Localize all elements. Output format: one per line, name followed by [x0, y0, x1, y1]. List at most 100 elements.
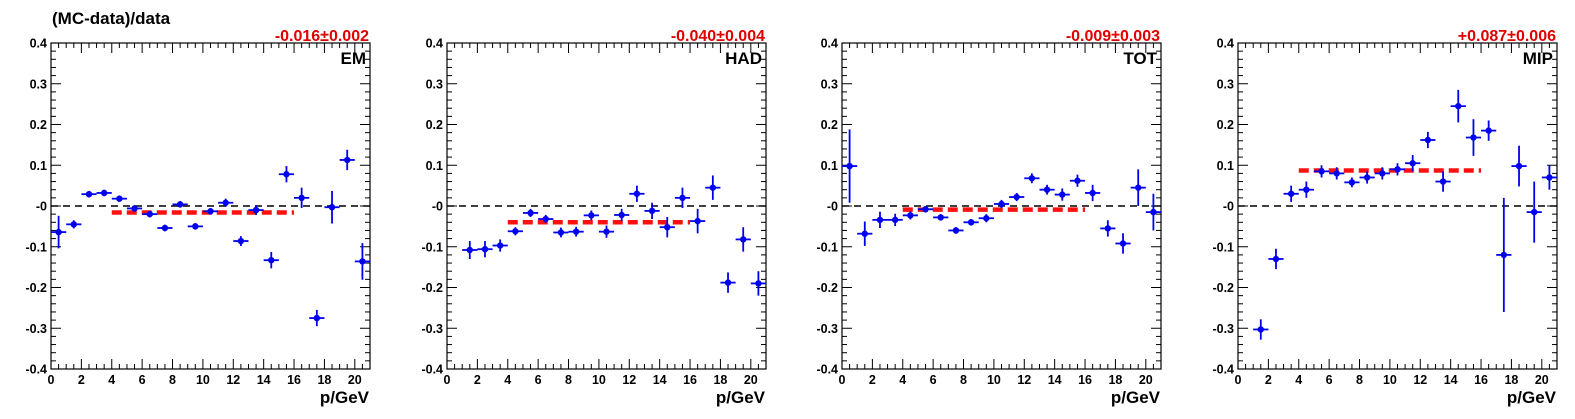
x-tick-label: 10 [196, 373, 210, 387]
marker [679, 194, 686, 202]
x-tick-label: 2 [869, 373, 876, 387]
data-point [50, 215, 67, 249]
x-tick-label: 20 [348, 373, 362, 387]
data-point [674, 187, 691, 209]
marker [237, 237, 245, 245]
marker [1333, 170, 1340, 177]
x-tick-label: 4 [1295, 373, 1302, 387]
x-tick-label: 4 [899, 373, 906, 387]
data-point [1450, 89, 1466, 123]
x-tick-label: 12 [622, 373, 636, 387]
x-tick-label: 14 [257, 373, 271, 387]
data-point [1054, 188, 1070, 201]
marker [1013, 193, 1020, 201]
x-tick-label: 10 [1383, 373, 1397, 387]
x-tick-label: 6 [535, 373, 542, 387]
data-point [354, 243, 371, 280]
marker [1485, 127, 1492, 134]
marker [1318, 168, 1325, 175]
marker [1409, 160, 1416, 167]
y-tick-label: 0.4 [426, 37, 443, 51]
data-point [1481, 120, 1497, 141]
marker [1150, 208, 1157, 216]
marker [1287, 190, 1295, 197]
x-axis-label: p/GeV [320, 388, 370, 407]
marker [983, 215, 990, 222]
marker [1439, 178, 1447, 185]
marker [1074, 177, 1081, 184]
marker [633, 190, 641, 197]
x-tick-label: 16 [1474, 373, 1488, 387]
y-tick-label: -0.3 [816, 322, 838, 336]
data-point [126, 205, 143, 212]
marker [1348, 179, 1356, 186]
data-point [1024, 173, 1040, 184]
fit-result-label: +0.087±0.006 [1458, 28, 1556, 45]
x-tick-label: 18 [1108, 373, 1122, 387]
y-tick-label: -0.2 [421, 281, 443, 295]
marker [618, 211, 625, 219]
marker [724, 279, 732, 286]
data-point [1130, 169, 1146, 206]
data-point [1344, 177, 1360, 188]
x-tick-label: 8 [169, 373, 176, 387]
data-point [917, 206, 934, 213]
x-tick-label: 2 [78, 373, 85, 387]
x-tick-label: 18 [317, 373, 331, 387]
data-point [462, 241, 478, 259]
x-tick-label: 18 [1504, 373, 1518, 387]
marker [313, 314, 321, 322]
data-point [1283, 185, 1299, 202]
marker [328, 204, 336, 211]
data-point [841, 129, 858, 203]
marker [603, 228, 610, 235]
panel-label: EM [341, 49, 367, 68]
y-tick-label: -0.3 [421, 322, 443, 336]
data-point [614, 208, 630, 222]
data-point [568, 226, 584, 237]
y-tick-label: 0.2 [426, 118, 443, 132]
y-tick-label: 0.4 [30, 37, 47, 51]
data-point [1009, 192, 1025, 202]
data-point [507, 227, 523, 236]
data-point [1496, 197, 1512, 312]
marker [1455, 102, 1462, 110]
marker [1379, 170, 1386, 177]
x-tick-label: 8 [960, 373, 967, 387]
y-tick-label: -0.3 [1212, 322, 1234, 336]
marker [176, 201, 184, 208]
marker [588, 212, 595, 219]
marker [755, 280, 762, 287]
x-tick-label: 0 [1235, 373, 1242, 387]
data-point [522, 208, 539, 218]
marker [967, 219, 975, 226]
data-point [1298, 181, 1314, 198]
data-point [948, 227, 964, 234]
marker [937, 214, 944, 221]
y-tick-label: -0.1 [1212, 240, 1234, 254]
data-point [233, 236, 249, 246]
data-point [963, 219, 979, 226]
y-tick-label: 0.1 [30, 159, 47, 173]
x-tick-label: 6 [139, 373, 146, 387]
marker [876, 216, 884, 224]
marker [846, 162, 853, 170]
y-tick-label: 0.1 [1217, 159, 1234, 173]
data-point [202, 208, 219, 215]
y-tick-label: -0.4 [816, 363, 838, 377]
data-point [1100, 220, 1116, 237]
marker [70, 221, 77, 228]
x-tick-label: 16 [287, 373, 301, 387]
data-point [248, 205, 264, 215]
data-point [1069, 174, 1086, 187]
data-point [278, 166, 295, 183]
data-point [1039, 184, 1055, 195]
x-tick-label: 2 [1265, 373, 1272, 387]
marker [1546, 174, 1553, 181]
x-tick-label: 20 [1139, 373, 1153, 387]
x-tick-label: 10 [987, 373, 1001, 387]
marker [1303, 186, 1310, 193]
data-point [1526, 181, 1542, 243]
x-tick-label: 12 [1017, 373, 1031, 387]
